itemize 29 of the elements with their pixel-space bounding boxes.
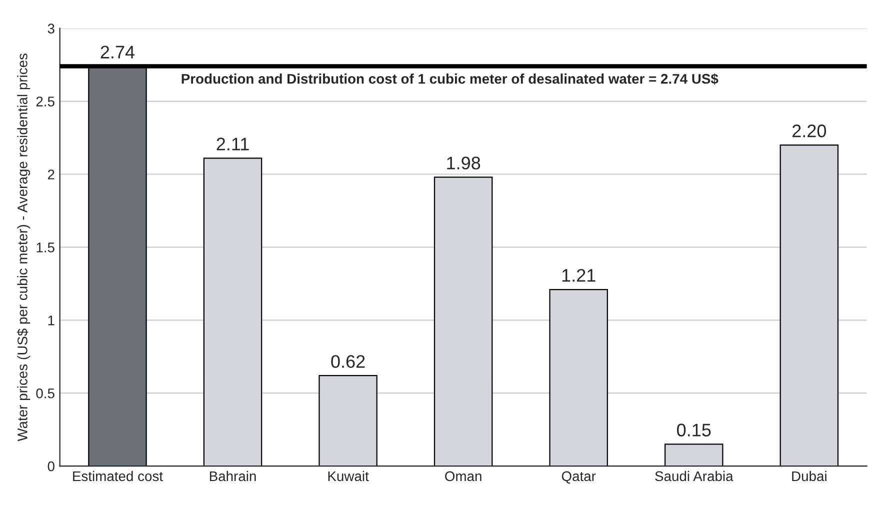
y-tick-label: 3 bbox=[48, 24, 54, 34]
y-tick-label: 2.5 bbox=[36, 96, 54, 106]
bar bbox=[664, 444, 724, 466]
data-label: 2.20 bbox=[792, 124, 826, 138]
data-label: 1.21 bbox=[562, 268, 596, 282]
bar bbox=[549, 288, 608, 466]
data-label: 1.98 bbox=[447, 156, 480, 170]
y-tick-label: 1 bbox=[48, 316, 54, 326]
data-label: 2.11 bbox=[216, 138, 249, 150]
bar bbox=[318, 375, 378, 466]
y-tick-label: 2 bbox=[48, 170, 54, 180]
x-tick-label: Dubai bbox=[792, 470, 826, 482]
x-tick-label: Bahrain bbox=[210, 470, 256, 482]
bar bbox=[434, 176, 493, 466]
y-axis-title: Water prices (US$ per cubic meter) - Average residential prices bbox=[16, 54, 30, 442]
y-tick-label: 0.5 bbox=[36, 388, 54, 398]
y-tick-label: 0 bbox=[48, 461, 54, 472]
x-tick-label: Estimated cost bbox=[73, 470, 163, 482]
bar bbox=[780, 144, 839, 466]
x-tick-label: Saudi Arabia bbox=[655, 470, 734, 482]
ref-line-label: Production and Distribution cost of 1 cubic meter of desalinated water = 2.74 US$ bbox=[182, 73, 718, 85]
data-label: 2.74 bbox=[100, 46, 135, 58]
y-tick-label: 1.5 bbox=[36, 242, 54, 252]
data-label: 0.15 bbox=[677, 424, 711, 436]
x-tick-label: Oman bbox=[445, 471, 482, 482]
x-tick-label: Kuwait bbox=[328, 470, 369, 482]
data-label: 0.62 bbox=[331, 355, 365, 368]
x-tick-label: Qatar bbox=[562, 471, 596, 484]
bar bbox=[203, 158, 262, 466]
